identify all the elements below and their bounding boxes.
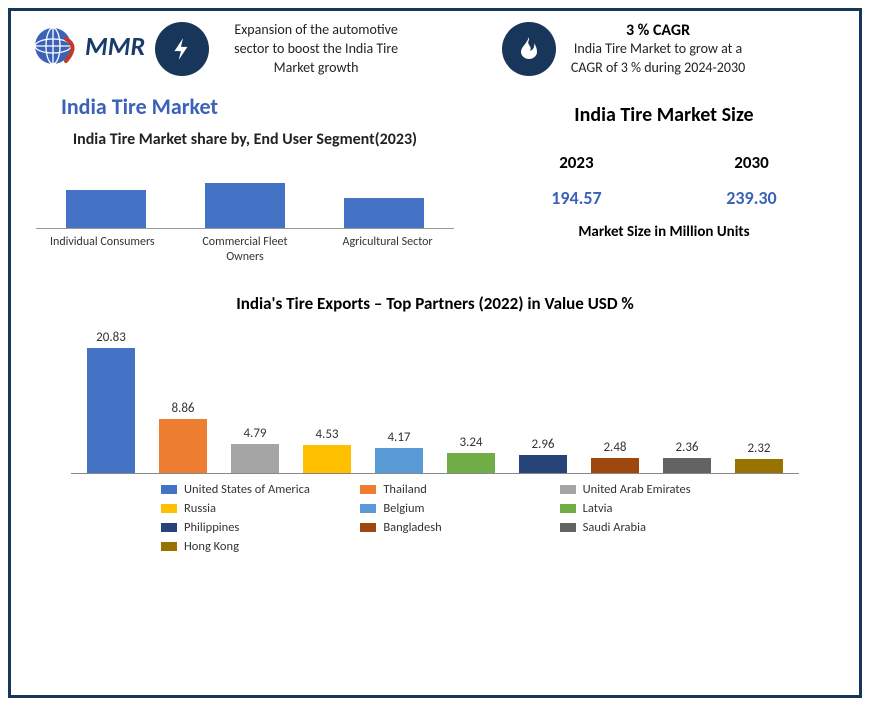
export-bar-wrap: 4.53 xyxy=(300,427,354,472)
legend-label: Hong Kong xyxy=(184,539,239,554)
callout2-block: 3 % CAGR India Tire Market to grow at a … xyxy=(568,21,748,78)
export-bar-wrap: 4.17 xyxy=(372,430,426,473)
globe-icon xyxy=(31,21,81,71)
segment-bar xyxy=(66,190,146,228)
legend-item: United Arab Emirates xyxy=(560,482,749,497)
legend-swatch xyxy=(560,504,576,513)
legend-swatch xyxy=(560,523,576,532)
legend-swatch xyxy=(360,523,376,532)
legend-label: United States of America xyxy=(184,482,310,497)
segment-chart-block: India Tire Market India Tire Market shar… xyxy=(31,93,459,265)
market-size-values: 194.57 239.30 xyxy=(489,187,839,209)
exports-bars: 20.838.864.794.534.173.242.962.482.362.3… xyxy=(71,344,799,474)
legend-item: Thailand xyxy=(360,482,549,497)
legend-item: Philippines xyxy=(161,520,350,535)
flame-icon xyxy=(502,22,556,76)
segment-bar-label: Individual Consumers xyxy=(42,235,162,265)
value-2023: 194.57 xyxy=(551,187,601,209)
export-bar-value: 4.17 xyxy=(387,430,410,445)
export-bar-value: 2.32 xyxy=(747,441,770,456)
segment-bars xyxy=(36,169,454,229)
legend-item: Hong Kong xyxy=(161,539,350,554)
export-bar xyxy=(519,455,567,473)
exports-legend: United States of America Thailand United A… xyxy=(161,482,749,554)
segment-labels: Individual Consumers Commercial Fleet Own… xyxy=(31,235,459,265)
segment-bar-label: Agricultural Sector xyxy=(328,235,448,265)
legend-label: Thailand xyxy=(383,482,427,497)
legend-label: Belgium xyxy=(383,501,424,516)
legend-swatch xyxy=(560,485,576,494)
legend-label: Philippines xyxy=(184,520,239,535)
export-bar-wrap: 2.36 xyxy=(660,440,714,472)
legend-swatch xyxy=(161,485,177,494)
export-bar xyxy=(663,458,711,472)
legend-swatch xyxy=(360,485,376,494)
export-bar-value: 2.48 xyxy=(603,440,626,455)
legend-swatch xyxy=(161,504,177,513)
exports-title: India's Tire Exports – Top Partners (202… xyxy=(31,293,839,314)
infographic-frame: MMR Expansion of the automotive sector t… xyxy=(8,8,862,698)
legend-item: United States of America xyxy=(161,482,350,497)
market-size-title: India Tire Market Size xyxy=(489,103,839,127)
export-bar-wrap: 2.96 xyxy=(516,437,570,473)
market-size-block: India Tire Market Size 2023 2030 194.57 … xyxy=(489,93,839,265)
export-bar xyxy=(303,445,351,472)
export-bar-value: 4.79 xyxy=(243,426,266,441)
legend-label: United Arab Emirates xyxy=(583,482,691,497)
callout-cagr: 3 % CAGR India Tire Market to grow at a … xyxy=(502,21,839,78)
export-bar xyxy=(591,458,639,473)
legend-swatch xyxy=(161,542,177,551)
export-bar-value: 8.86 xyxy=(171,401,194,416)
legend-item: Russia xyxy=(161,501,350,516)
legend-label: Bangladesh xyxy=(383,520,441,535)
export-bar xyxy=(159,419,207,472)
logo-text: MMR xyxy=(85,30,145,62)
export-bar-value: 2.36 xyxy=(675,440,698,455)
mid-row: India Tire Market India Tire Market shar… xyxy=(31,93,839,265)
export-bar-wrap: 2.32 xyxy=(732,441,786,473)
segment-chart-title: India Tire Market share by, End User Seg… xyxy=(31,130,459,151)
export-bar-wrap: 2.48 xyxy=(588,440,642,473)
legend-label: Russia xyxy=(184,501,216,516)
value-2030: 239.30 xyxy=(726,187,776,209)
export-bar-wrap: 3.24 xyxy=(444,435,498,472)
legend-label: Latvia xyxy=(583,501,613,516)
export-bar-wrap: 20.83 xyxy=(84,330,138,473)
header-row: MMR Expansion of the automotive sector t… xyxy=(31,21,839,78)
export-bar-wrap: 4.79 xyxy=(228,426,282,473)
export-bar xyxy=(231,444,279,473)
market-size-years: 2023 2030 xyxy=(489,152,839,173)
export-bar-value: 4.53 xyxy=(315,427,338,442)
callout2-text: India Tire Market to grow at a CAGR of 3… xyxy=(568,40,748,78)
legend-item: Belgium xyxy=(360,501,549,516)
callout1-text: Expansion of the automotive sector to bo… xyxy=(221,21,411,78)
segment-bar xyxy=(344,198,424,228)
export-bar xyxy=(87,348,135,473)
segment-section-title: India Tire Market xyxy=(61,93,459,120)
legend-label: Saudi Arabia xyxy=(583,520,646,535)
bolt-icon xyxy=(155,22,209,76)
export-bar-wrap: 8.86 xyxy=(156,401,210,472)
market-size-caption: Market Size in Million Units xyxy=(489,223,839,241)
legend-swatch xyxy=(161,523,177,532)
legend-item: Bangladesh xyxy=(360,520,549,535)
callout-automotive: Expansion of the automotive sector to bo… xyxy=(155,21,492,78)
mmr-logo: MMR xyxy=(31,21,145,71)
year-2023: 2023 xyxy=(559,152,593,173)
legend-item: Saudi Arabia xyxy=(560,520,749,535)
segment-bar xyxy=(205,183,285,228)
legend-item: Latvia xyxy=(560,501,749,516)
export-bar xyxy=(375,448,423,473)
export-bar-value: 2.96 xyxy=(531,437,554,452)
export-bar-value: 3.24 xyxy=(459,435,482,450)
legend-swatch xyxy=(360,504,376,513)
export-bar xyxy=(735,459,783,473)
export-bar-value: 20.83 xyxy=(96,330,126,345)
segment-bar-label: Commercial Fleet Owners xyxy=(185,235,305,265)
export-bar xyxy=(447,453,495,472)
year-2030: 2030 xyxy=(734,152,768,173)
callout2-title: 3 % CAGR xyxy=(568,21,748,40)
